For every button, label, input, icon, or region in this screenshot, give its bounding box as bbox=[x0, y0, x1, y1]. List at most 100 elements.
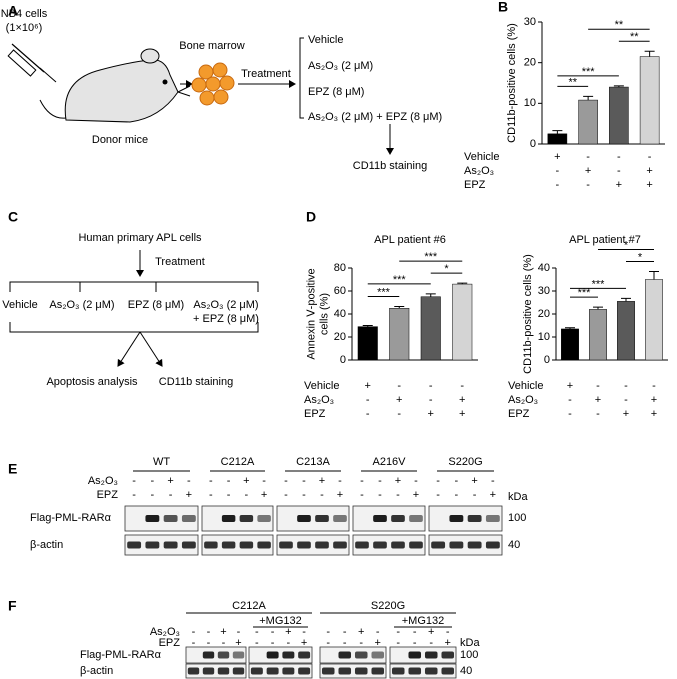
band bbox=[145, 515, 160, 522]
band bbox=[232, 651, 245, 659]
condition-sign: - bbox=[596, 408, 600, 420]
band bbox=[204, 541, 218, 549]
treatment-sign: - bbox=[491, 475, 495, 487]
blot bbox=[319, 646, 387, 664]
condition-label: Vehicle bbox=[464, 151, 499, 163]
group-label: A216V bbox=[372, 456, 406, 468]
treatment-sign: - bbox=[396, 626, 400, 638]
treatment-sign: + bbox=[413, 489, 419, 501]
band bbox=[391, 667, 405, 675]
group-label: WT bbox=[153, 456, 170, 468]
bar bbox=[617, 301, 635, 361]
treatment-sign: - bbox=[192, 626, 196, 638]
y-tick-label: 60 bbox=[334, 285, 346, 297]
readout-label: CD11b staining bbox=[159, 376, 233, 388]
treatment-sign: - bbox=[343, 637, 347, 649]
treatment-sign: - bbox=[413, 626, 417, 638]
treatment-sign: + bbox=[243, 475, 249, 487]
condition-sign: - bbox=[397, 408, 401, 420]
band bbox=[371, 651, 385, 659]
bar bbox=[357, 326, 378, 361]
bar bbox=[547, 133, 568, 145]
band bbox=[409, 541, 423, 549]
band bbox=[408, 667, 422, 675]
condition-sign: - bbox=[366, 394, 370, 406]
band bbox=[187, 667, 200, 675]
significance-label: ** bbox=[615, 19, 624, 31]
bracket bbox=[9, 281, 259, 292]
panel-label: E bbox=[8, 461, 17, 477]
band bbox=[338, 651, 352, 659]
treatment-label: Treatment bbox=[241, 68, 291, 80]
panel-label: A bbox=[8, 3, 18, 19]
treatment-sign: - bbox=[207, 637, 211, 649]
significance-label: *** bbox=[377, 286, 391, 298]
treatment-sign: - bbox=[287, 637, 291, 649]
condition-sign: + bbox=[585, 165, 591, 177]
treatment-sign: + bbox=[167, 475, 173, 487]
y-tick-label: 20 bbox=[334, 331, 346, 343]
condition-sign: - bbox=[624, 394, 628, 406]
treatment-sign: - bbox=[222, 637, 226, 649]
band bbox=[298, 667, 311, 675]
unit-label: kDa bbox=[508, 491, 528, 503]
band bbox=[257, 515, 271, 522]
blot bbox=[352, 534, 426, 556]
treatment-label: EPZ bbox=[97, 489, 119, 501]
condition-sign: + bbox=[595, 394, 601, 406]
band bbox=[315, 541, 329, 549]
condition-label: As₂O₃ bbox=[508, 394, 538, 406]
significance-label: ** bbox=[568, 76, 577, 88]
treatment-sign: + bbox=[220, 626, 226, 638]
arrow bbox=[117, 331, 141, 367]
error-bar bbox=[621, 297, 631, 302]
band bbox=[232, 667, 245, 675]
band bbox=[266, 651, 279, 659]
condition-label: As₂O₃ bbox=[304, 394, 334, 406]
treatment-sign: - bbox=[302, 626, 306, 638]
bracket bbox=[299, 37, 304, 119]
band bbox=[217, 651, 230, 659]
condition-sign: - bbox=[617, 165, 621, 177]
condition-label: As₂O₃ (2 μM) bbox=[193, 299, 258, 311]
treatment-sign: - bbox=[378, 489, 382, 501]
bar bbox=[389, 308, 410, 361]
treatment-sign: - bbox=[414, 475, 418, 487]
y-tick-label: 80 bbox=[334, 262, 346, 274]
band bbox=[202, 667, 215, 675]
bar bbox=[452, 283, 473, 361]
group-label: C212A bbox=[221, 456, 255, 468]
treatment-sign: - bbox=[455, 475, 459, 487]
blot bbox=[201, 534, 274, 556]
blot bbox=[428, 505, 503, 532]
treatment-sign: + bbox=[428, 626, 434, 638]
subgroup-label: +MG132 bbox=[259, 615, 302, 627]
band bbox=[181, 541, 196, 549]
treatment-sign: - bbox=[262, 475, 266, 487]
syringe bbox=[7, 43, 57, 83]
treatment-sign: - bbox=[396, 489, 400, 501]
band bbox=[424, 667, 438, 675]
treatment-sign: - bbox=[227, 475, 231, 487]
treatment-sign: - bbox=[207, 626, 211, 638]
band bbox=[408, 651, 422, 659]
treatment-sign: + bbox=[471, 475, 477, 487]
treatment-sign: - bbox=[360, 475, 364, 487]
treatment-sign: - bbox=[151, 475, 155, 487]
condition-label: As₂O₃ bbox=[464, 165, 494, 177]
band bbox=[441, 651, 455, 659]
condition-sign: + bbox=[616, 179, 622, 191]
treatment-sign: + bbox=[235, 637, 241, 649]
band bbox=[354, 651, 368, 659]
condition-sign: + bbox=[365, 380, 371, 392]
treatment-sign: + bbox=[358, 626, 364, 638]
treatment-sign: - bbox=[302, 475, 306, 487]
group-label: S220G bbox=[371, 600, 405, 612]
treatment-sign: - bbox=[376, 626, 380, 638]
error-bar bbox=[552, 130, 563, 134]
condition-sign: - bbox=[596, 380, 600, 392]
significance-label: ** bbox=[630, 31, 639, 43]
significance-label: * bbox=[638, 251, 643, 263]
band bbox=[127, 541, 142, 549]
